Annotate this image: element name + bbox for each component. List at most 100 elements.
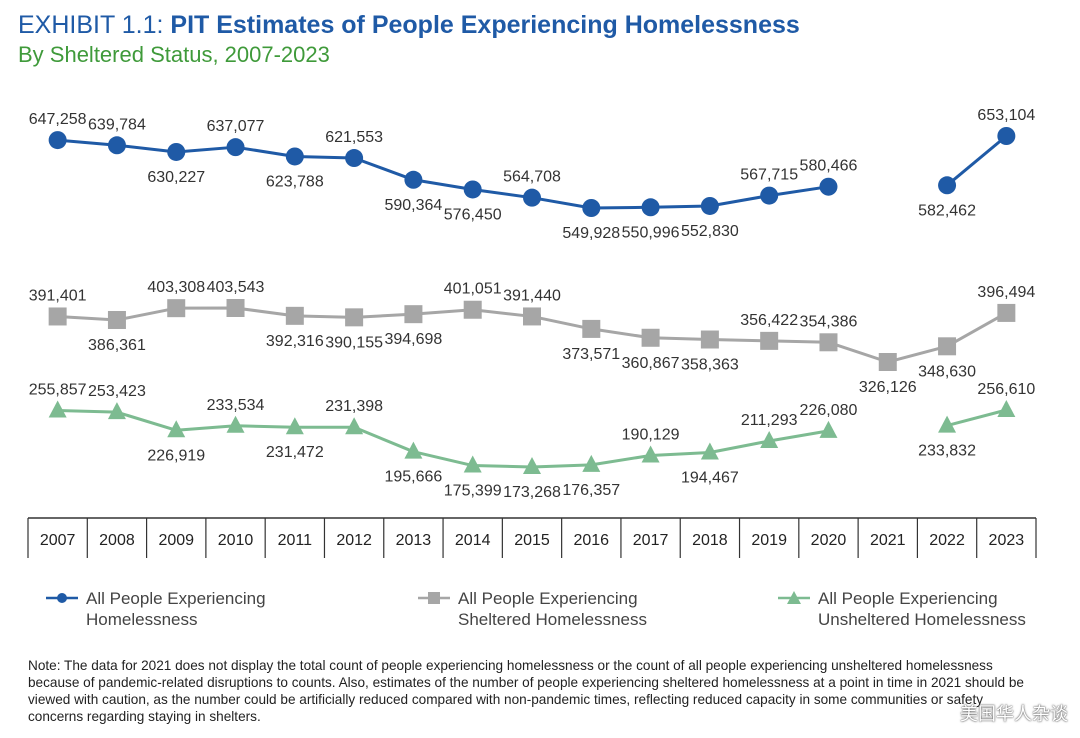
series-1-label-12: 356,422	[740, 312, 798, 329]
series-0-point-4	[285, 147, 304, 166]
series-0-label-1: 639,784	[88, 116, 146, 133]
series-1-point-4	[285, 306, 304, 325]
series-1-label-11: 358,363	[681, 357, 739, 374]
series-0-point-15	[938, 176, 957, 195]
series-2-point-6	[404, 441, 423, 459]
series-2-point-0	[48, 400, 67, 418]
series-2-point-12	[760, 430, 779, 448]
series-2-point-13	[819, 420, 838, 438]
series-2-label-8: 173,268	[503, 484, 561, 501]
series-0-label-2: 630,227	[147, 169, 205, 186]
x-tick-label-2012: 2012	[336, 532, 372, 549]
series-2-label-5: 231,398	[325, 398, 383, 415]
x-tick-label-2020: 2020	[811, 532, 847, 549]
x-tick-label-2015: 2015	[514, 532, 550, 549]
series-2-label-11: 194,467	[681, 470, 739, 487]
series-2-point-9	[582, 454, 601, 472]
x-tick-label-2023: 2023	[989, 532, 1025, 549]
series-1-label-8: 391,440	[503, 287, 561, 304]
exhibit-label: EXHIBIT 1.1:	[18, 11, 164, 39]
chart-title: EXHIBIT 1.1: PIT Estimates of People Exp…	[18, 8, 800, 42]
series-2-label-4: 231,472	[266, 444, 324, 461]
series-0-label-3: 637,077	[207, 118, 265, 135]
series-0-line-0	[57, 138, 829, 210]
legend-label-unsheltered-line2: Unsheltered Homelessness	[818, 610, 1026, 629]
series-2-line-0	[57, 409, 829, 469]
series-0-label-6: 590,364	[384, 197, 442, 214]
series-2-point-3	[226, 415, 245, 433]
legend-item-sheltered: All People Experiencing Sheltered Homele…	[416, 588, 658, 630]
series-0-point-10	[641, 198, 660, 217]
series-0-label-4: 623,788	[266, 173, 324, 190]
series-0-line-1	[946, 134, 1008, 187]
series-1-label-15: 348,630	[918, 363, 976, 380]
series-0-label-11: 552,830	[681, 223, 739, 240]
series-2-label-9: 176,357	[562, 482, 620, 499]
series-2-point-8	[523, 457, 541, 474]
footnote: Note: The data for 2021 does not display…	[28, 658, 1024, 724]
legend-label-unsheltered-line1: All People Experiencing	[818, 589, 998, 608]
series-1-point-6	[404, 305, 423, 324]
series-1-label-4: 392,316	[266, 333, 324, 350]
legend-label-all-line2: Homelessness	[86, 610, 198, 629]
series-2-line-1	[946, 408, 1007, 428]
series-1-label-3: 403,543	[207, 279, 265, 296]
series-0-point-13	[819, 177, 838, 196]
series-1-label-5: 390,155	[325, 334, 383, 351]
series-1-point-1	[107, 310, 126, 329]
series-0-label-7: 576,450	[444, 206, 502, 223]
series-1-label-2: 403,308	[147, 279, 205, 296]
x-tick-label-2007: 2007	[40, 532, 76, 549]
x-tick-label-2011: 2011	[278, 532, 313, 549]
legend-label-sheltered-line1: All People Experiencing	[458, 589, 638, 608]
series-2-label-12: 211,293	[741, 412, 798, 429]
series-1-point-3	[226, 299, 245, 317]
series-0-point-2	[167, 142, 186, 161]
series-0-point-7	[463, 180, 482, 199]
x-tick-label-2017: 2017	[633, 532, 669, 549]
series-1-label-13: 354,386	[800, 313, 858, 330]
series-0-label-16: 653,104	[977, 107, 1035, 124]
x-tick-label-2010: 2010	[218, 532, 254, 549]
series-1-point-12	[760, 331, 779, 350]
series-2-point-5	[345, 417, 364, 435]
series-2-point-11	[700, 442, 719, 460]
legend-marker-triangle	[778, 591, 810, 604]
x-tick-label-2018: 2018	[692, 532, 728, 549]
series-1-label-16: 396,494	[977, 284, 1035, 301]
legend-marker-square	[418, 592, 450, 604]
series-1-point-10	[641, 328, 660, 347]
series-0-label-9: 549,928	[562, 225, 620, 242]
series-2-label-16: 256,610	[977, 381, 1035, 398]
series-0-point-3	[226, 138, 245, 157]
series-1-label-0: 391,401	[29, 287, 87, 304]
series-1-label-7: 401,051	[444, 281, 502, 298]
watermark: 美国华人杂谈	[960, 704, 1068, 724]
series-2-label-2: 226,919	[147, 447, 205, 464]
x-tick-label-2016: 2016	[573, 532, 609, 549]
x-tick-label-2021: 2021	[870, 532, 906, 549]
x-tick-label-2013: 2013	[396, 532, 432, 549]
legend-marker-circle	[46, 593, 78, 603]
series-1-label-9: 373,571	[562, 346, 620, 363]
series-1-point-11	[700, 330, 719, 349]
series-2-label-0: 255,857	[29, 382, 87, 399]
legend-item-all: All People Experiencing Homelessness	[44, 588, 286, 630]
series-0-label-15: 582,462	[918, 202, 976, 219]
x-tick-label-2019: 2019	[751, 532, 787, 549]
series-0-point-9	[582, 199, 601, 217]
legend-label-sheltered-line2: Sheltered Homelessness	[458, 610, 647, 629]
series-2-label-7: 175,399	[444, 483, 502, 500]
series-1-label-1: 386,361	[88, 337, 146, 354]
series-2-point-7	[463, 455, 482, 473]
series-0-point-5	[345, 149, 364, 168]
series-0-label-0: 647,258	[29, 111, 87, 128]
series-2-point-10	[641, 445, 660, 463]
series-0-point-6	[404, 170, 423, 189]
x-tick-label-2022: 2022	[929, 532, 965, 549]
series-0-label-13: 580,466	[800, 158, 858, 175]
title-text: PIT Estimates of People Experiencing Hom…	[170, 11, 800, 39]
series-2-point-4	[285, 417, 304, 435]
series-1-label-14: 326,126	[859, 379, 917, 396]
